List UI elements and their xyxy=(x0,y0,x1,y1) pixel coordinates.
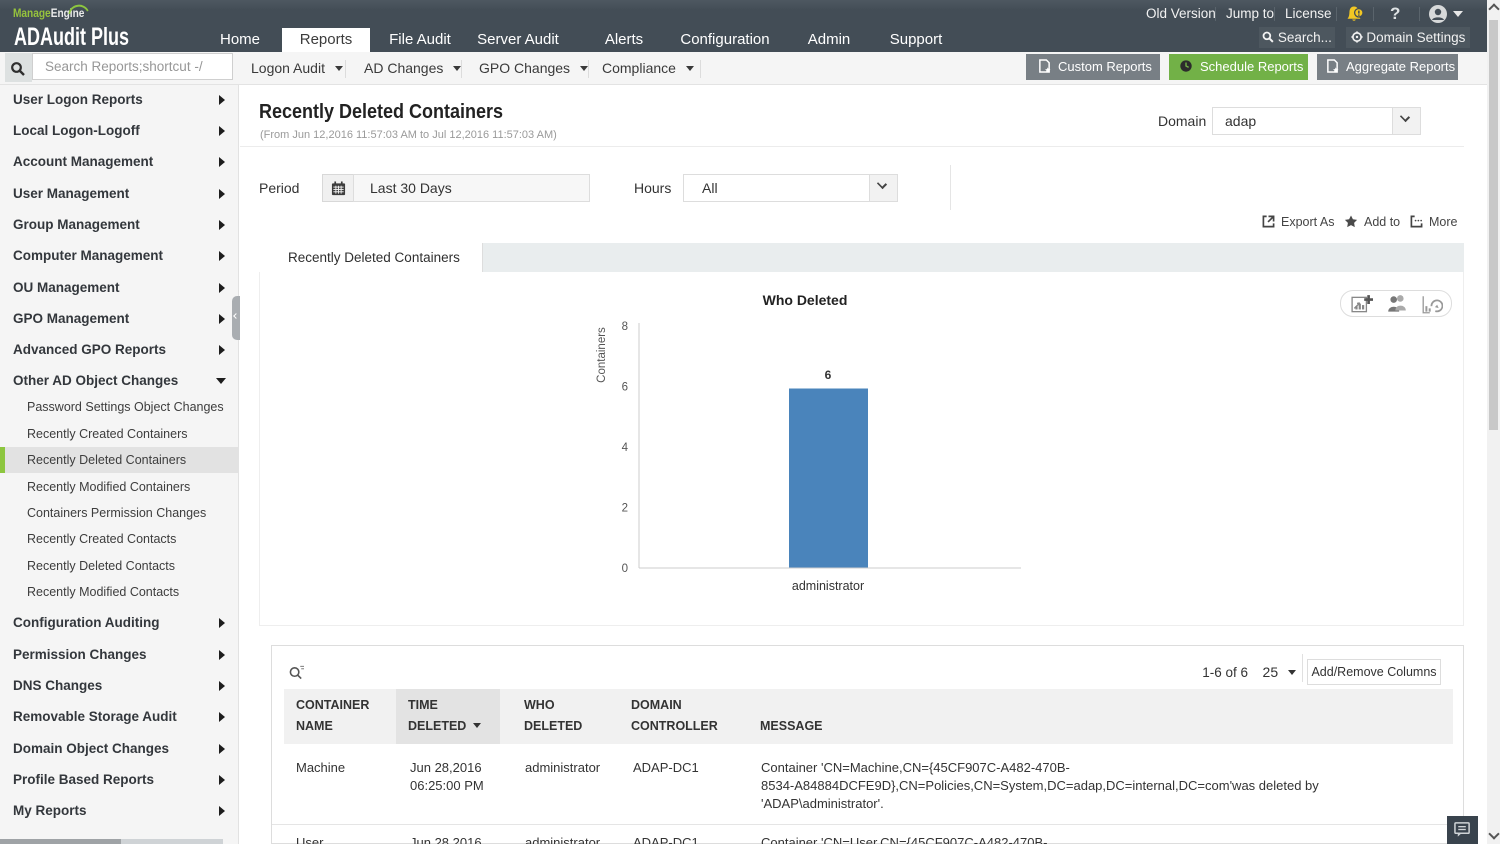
svg-text:administrator: administrator xyxy=(792,579,864,593)
svg-text:8: 8 xyxy=(622,321,628,333)
svg-text:Containers: Containers xyxy=(596,327,608,383)
svg-text:2: 2 xyxy=(622,503,628,515)
svg-text:6: 6 xyxy=(622,382,628,394)
svg-text:6: 6 xyxy=(825,368,832,382)
svg-text:0: 0 xyxy=(622,563,628,575)
svg-text:4: 4 xyxy=(622,442,629,454)
